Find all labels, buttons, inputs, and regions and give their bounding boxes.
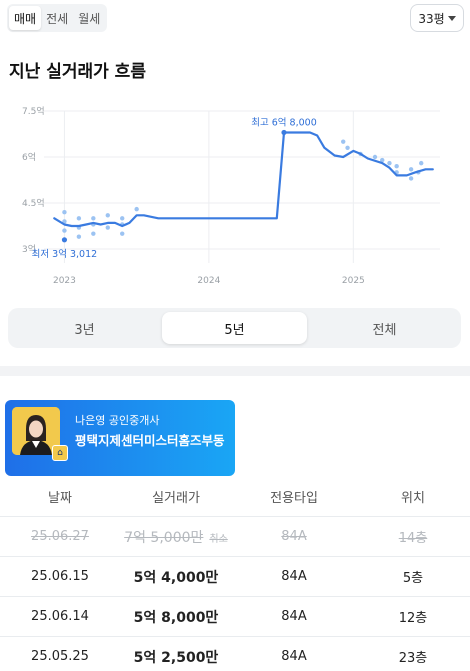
table-row[interactable]: 25.06.14 5억 8,000만 84A 12층 [0,596,470,636]
row-date: 25.06.14 [31,609,89,624]
tab-jeonse[interactable]: 전세 [46,11,69,26]
row-price: 5억 8,000만 [133,609,219,626]
row-floor: 5층 [402,571,424,586]
cancel-badge: 취소 [209,533,228,545]
row-area-type: 84A [281,609,307,624]
x-tick-label: 2023 [53,276,76,286]
row-price: 5억 2,500만 [133,649,219,666]
caret-down-icon [447,15,456,21]
row-floor: 14층 [398,531,428,546]
max-price-label: 최고 6억 8,000 [251,116,317,128]
price-trend-chart: 7.5억 6억 4.5억 3억 2023 2024 2025 최고 6억 8,000 최저 3억… [22,105,440,286]
section-divider [0,366,470,376]
y-tick-label: 7.5억 [22,105,45,117]
period-3y-button[interactable]: 3년 [74,322,95,338]
transaction-point [394,164,399,169]
row-price: 7억 5,000만 [124,529,204,546]
transaction-point [408,167,414,172]
row-area-type: 84A [281,649,307,664]
period-all-button[interactable]: 전체 [372,322,397,338]
transaction-point [380,157,385,163]
x-tick-label: 2024 [197,276,220,286]
header-area-type: 전용타입 [270,490,318,506]
table-row[interactable]: 25.05.25 5억 2,500만 84A 23층 [0,636,470,671]
transaction-point [76,216,82,221]
row-date: 25.05.25 [31,649,89,664]
transaction-point [91,231,96,236]
price-trend-line [53,131,434,228]
agent-office-label: 나은영 공인중개사 [75,414,160,427]
table-row[interactable]: 25.06.15 5억 4,000만 84A 5층 [0,556,470,596]
transaction-table: 날짜 실거래가 전용타입 위치 25.06.27 7억 5,000만 취소 84A… [0,476,470,671]
y-tick-label: 4.5억 [22,197,45,209]
row-area-type: 84A [281,569,307,584]
agent-badge-icon: ⌂ [52,445,68,461]
agent-banner[interactable]: ⌂ 나은영 공인중개사 평택지제센터미스터홈즈부동 [5,400,235,476]
transaction-point [120,231,125,236]
transaction-point [91,216,96,221]
period-5y-button[interactable]: 5년 [162,312,307,344]
min-price-label: 최저 3억 3,012 [32,248,98,260]
min-point-marker [61,237,68,243]
y-tick-label: 6억 [22,151,36,163]
transaction-point [62,219,67,224]
header-price: 실거래가 [152,490,200,506]
transaction-point [345,145,350,150]
transaction-point [62,228,67,233]
y-tick-label: 3억 [22,243,36,255]
row-date: 25.06.27 [31,529,89,544]
section-title: 지난 실거래가 흐름 [9,62,146,82]
tab-monthly-rent[interactable]: 월세 [78,11,101,26]
transaction-point [105,213,110,218]
transaction-point [419,160,424,166]
row-price: 5억 4,000만 [133,569,219,586]
deal-type-tabs: 매매 전세 월세 [7,4,108,32]
row-floor: 23층 [398,651,428,666]
header-floor: 위치 [401,490,425,506]
transaction-point [387,160,392,166]
row-price-cell: 7억 5,000만 취소 [120,527,232,547]
transaction-point [341,139,346,144]
table-header: 날짜 실거래가 전용타입 위치 [0,476,470,516]
transaction-point [134,206,139,212]
row-date: 25.06.15 [31,569,89,584]
transaction-point [120,216,125,221]
transaction-point [408,176,414,181]
period-selector: 3년 5년 전체 [8,308,461,348]
transaction-point [105,225,110,230]
row-floor: 12층 [398,611,428,626]
row-area-type: 84A [281,529,307,544]
transaction-point [76,234,82,239]
agent-office-name: 평택지제센터미스터홈즈부동 [75,433,225,448]
max-point-marker [281,129,287,136]
area-select[interactable]: 33평 [410,4,464,32]
transaction-point [62,210,67,215]
tab-sale[interactable]: 매매 [9,6,42,30]
transaction-point [372,154,378,160]
x-tick-label: 2025 [342,276,365,286]
area-select-value: 33평 [418,11,445,26]
table-row[interactable]: 25.06.27 7억 5,000만 취소 84A 14층 [0,516,470,556]
header-date: 날짜 [48,490,72,506]
